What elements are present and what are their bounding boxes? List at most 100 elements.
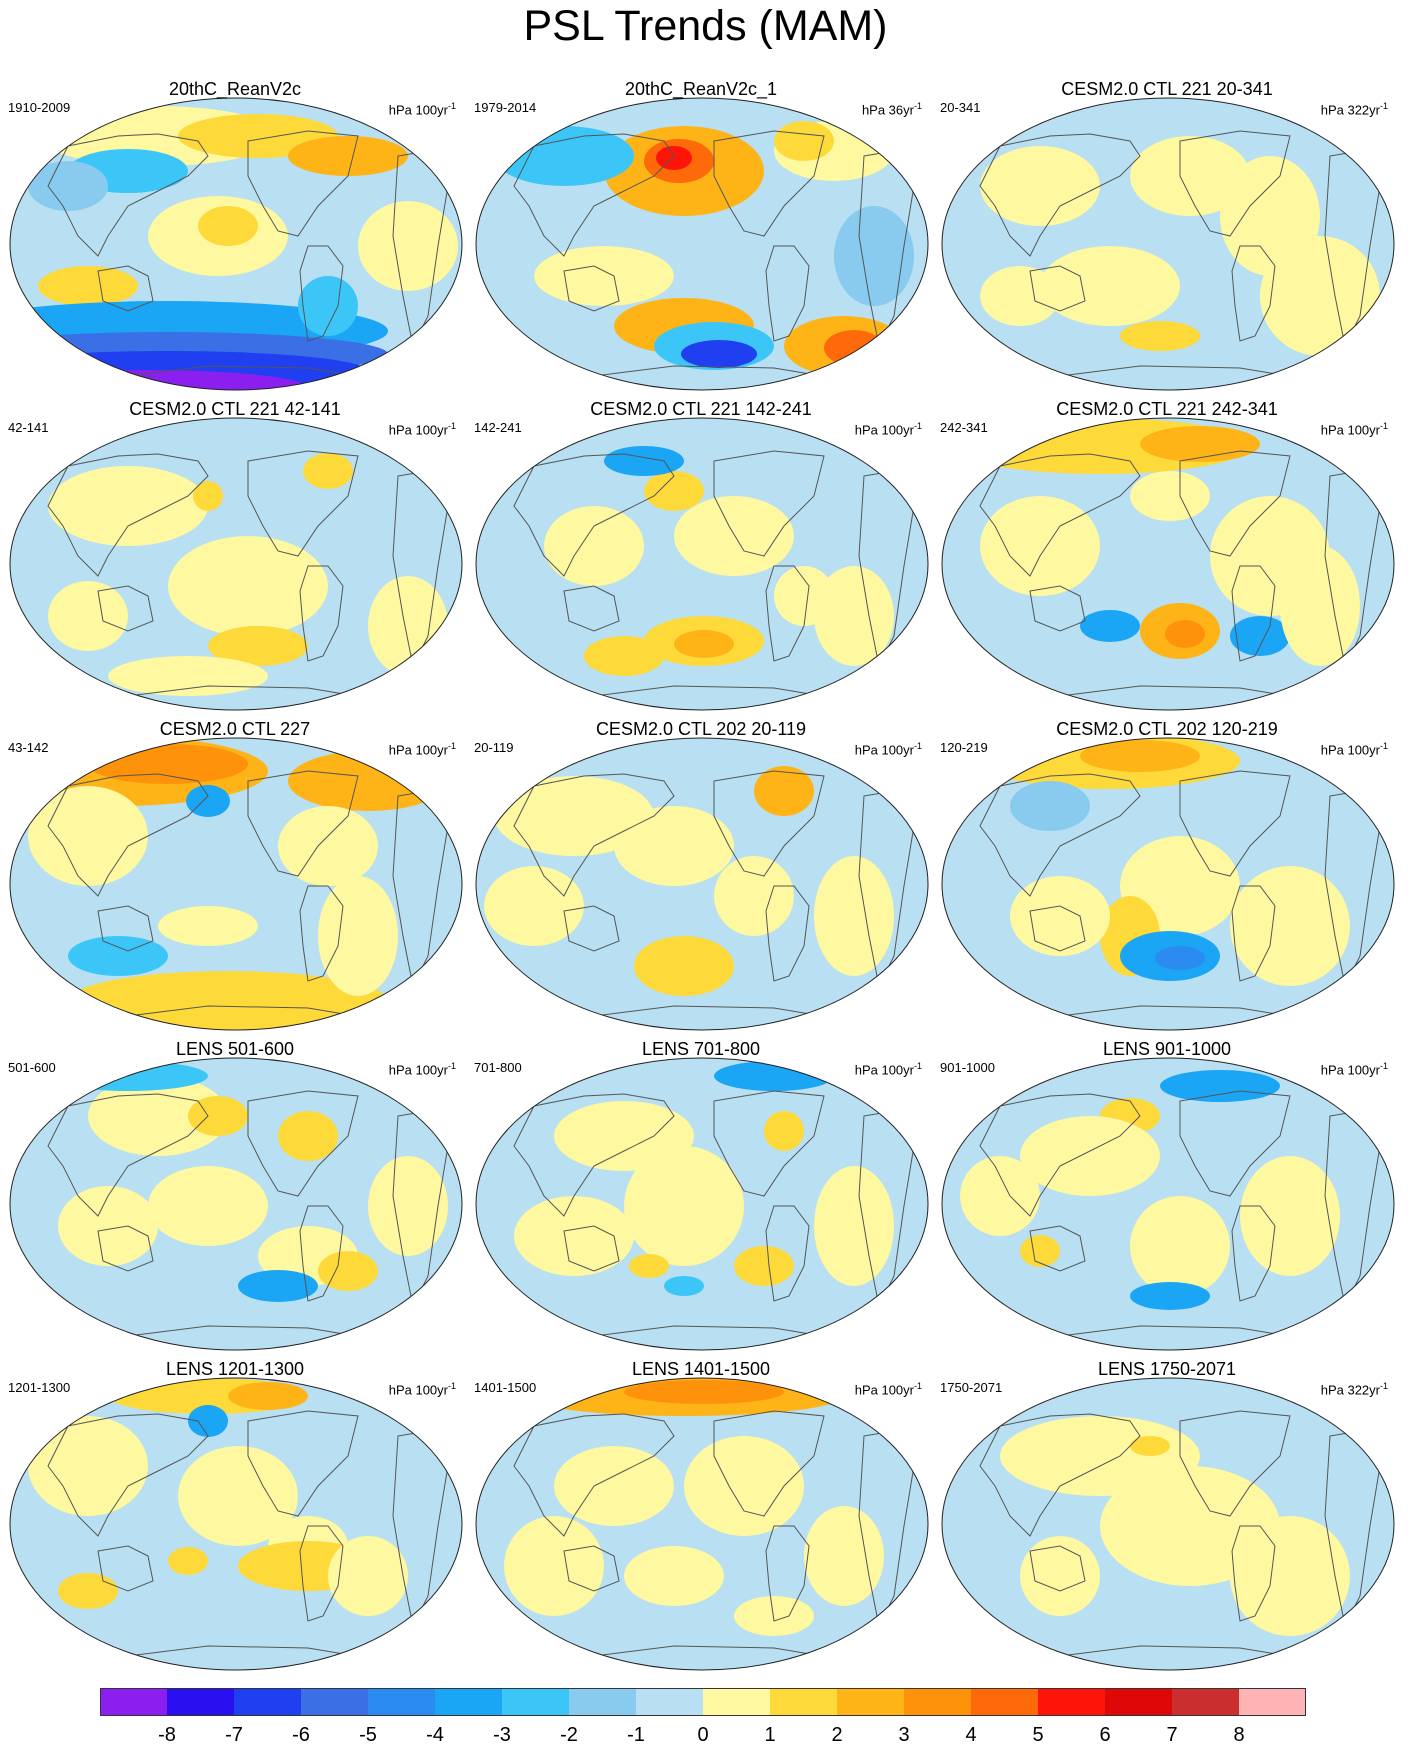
colorbar-label: 1 (764, 1724, 776, 1746)
map-panel: 20thC_ReanV2c_1 1979-2014 hPa 36yr-1 (466, 78, 936, 396)
coastline (1231, 885, 1276, 982)
panel-title: CESM2.0 CTL 221 20-341 (1061, 79, 1273, 99)
map-panel: CESM2.0 CTL 227 43-142 hPa 100yr-1 (0, 718, 470, 1036)
map-panel: CESM2.0 CTL 202 20-119 20-119 hPa 100yr-1 (466, 718, 936, 1036)
coastline (563, 585, 620, 632)
units-exponent: -1 (1379, 741, 1388, 751)
colorbar-swatch (1172, 1688, 1239, 1716)
trend-contour (358, 201, 458, 291)
coastline (713, 130, 825, 237)
panel-title: CESM2.0 CTL 227 (159, 719, 311, 739)
colorbar-swatch (301, 1688, 368, 1716)
trend-contour (834, 206, 914, 306)
colorbar-label: 2 (831, 1724, 843, 1746)
trend-contour (318, 876, 398, 996)
trend-contour (48, 581, 128, 651)
trend-contour (88, 744, 248, 784)
trend-contour (604, 446, 684, 476)
units-exponent: -1 (447, 741, 456, 751)
colorbar-swatch (569, 1688, 636, 1716)
units-exponent: -1 (1379, 1381, 1388, 1391)
panel-title: CESM2.0 CTL 221 142-241 (590, 399, 812, 419)
coastline (563, 905, 620, 952)
coastline (713, 450, 825, 557)
panel-units: hPa 100yr-1 (1321, 1058, 1388, 1078)
map-outline (941, 1057, 1395, 1351)
panel-title: LENS 1201-1300 (165, 1359, 305, 1379)
trend-contour (298, 276, 358, 336)
map-plot (475, 737, 929, 1031)
map-outline (9, 1057, 463, 1351)
trend-contour (158, 906, 258, 946)
panel-units: hPa 100yr-1 (389, 418, 456, 438)
trend-contour (228, 1382, 308, 1410)
coastline (47, 453, 209, 577)
trend-contour (178, 1446, 298, 1546)
trend-contour (644, 471, 704, 511)
colorbar-swatch (234, 1688, 301, 1716)
units-text: hPa 100yr (1320, 422, 1380, 438)
map-outline (475, 417, 929, 711)
units-exponent: -1 (1379, 1061, 1388, 1071)
trend-contour (288, 136, 408, 176)
map-outline (941, 737, 1395, 1031)
map-outline (941, 417, 1395, 711)
trend-contour (634, 936, 734, 996)
panel-units: hPa 100yr-1 (855, 1058, 922, 1078)
trend-contour (1280, 546, 1360, 666)
coastline (1179, 1090, 1291, 1197)
trend-contour (1230, 866, 1350, 986)
trend-contour (484, 866, 584, 946)
coastline (299, 245, 344, 342)
trend-contour (774, 566, 834, 626)
trend-contour (734, 1246, 794, 1286)
map-panel: CESM2.0 CTL 202 120-219 120-219 hPa 100yr-… (932, 718, 1402, 1036)
trend-contour (624, 1146, 744, 1266)
trend-contour (1130, 1282, 1210, 1310)
coastline (1029, 905, 1086, 952)
trend-contour (188, 1096, 248, 1136)
units-text: hPa 322yr (1320, 102, 1380, 118)
coastline (247, 130, 359, 237)
units-text: hPa 100yr (854, 1382, 914, 1398)
coastline (1029, 265, 1086, 312)
trend-contour (656, 146, 692, 170)
map-plot (475, 1377, 929, 1671)
trend-contour (238, 1270, 318, 1302)
coastline (247, 1090, 359, 1197)
trend-contour (1020, 1235, 1060, 1267)
colorbar-label: 4 (965, 1724, 977, 1746)
coastline (713, 1090, 825, 1197)
coastline (979, 773, 1141, 897)
map-plot (941, 737, 1395, 1031)
trend-contour (534, 246, 674, 306)
coastline (47, 1413, 209, 1537)
trend-contour (28, 786, 148, 886)
trend-contour (1230, 616, 1290, 656)
colorbar-label: -1 (627, 1724, 645, 1746)
trend-contour (664, 1276, 704, 1296)
trend-contour (1130, 136, 1250, 216)
colorbar-label: -3 (493, 1724, 511, 1746)
colorbar-label: 6 (1099, 1724, 1111, 1746)
units-exponent: -1 (447, 421, 456, 431)
panel-period: 142-241 (474, 420, 522, 435)
coastline (979, 1413, 1141, 1537)
coastline (513, 773, 675, 897)
colorbar-swatch (435, 1688, 502, 1716)
coastline (713, 770, 825, 877)
map-plot (475, 1057, 929, 1351)
coastline (765, 565, 810, 662)
colorbar-label: 3 (898, 1724, 910, 1746)
trend-contour (584, 636, 664, 676)
trend-contour (1160, 1070, 1280, 1102)
coastline (979, 453, 1141, 577)
units-text: hPa 100yr (1320, 742, 1380, 758)
map-plot (941, 1377, 1395, 1671)
coastline (563, 265, 620, 312)
trend-contour (1020, 1536, 1100, 1616)
coastline (247, 1410, 359, 1517)
trend-contour (48, 466, 208, 546)
panel-title: LENS 1750-2071 (1097, 1359, 1237, 1379)
panel-period: 1750-2071 (940, 1380, 1003, 1395)
